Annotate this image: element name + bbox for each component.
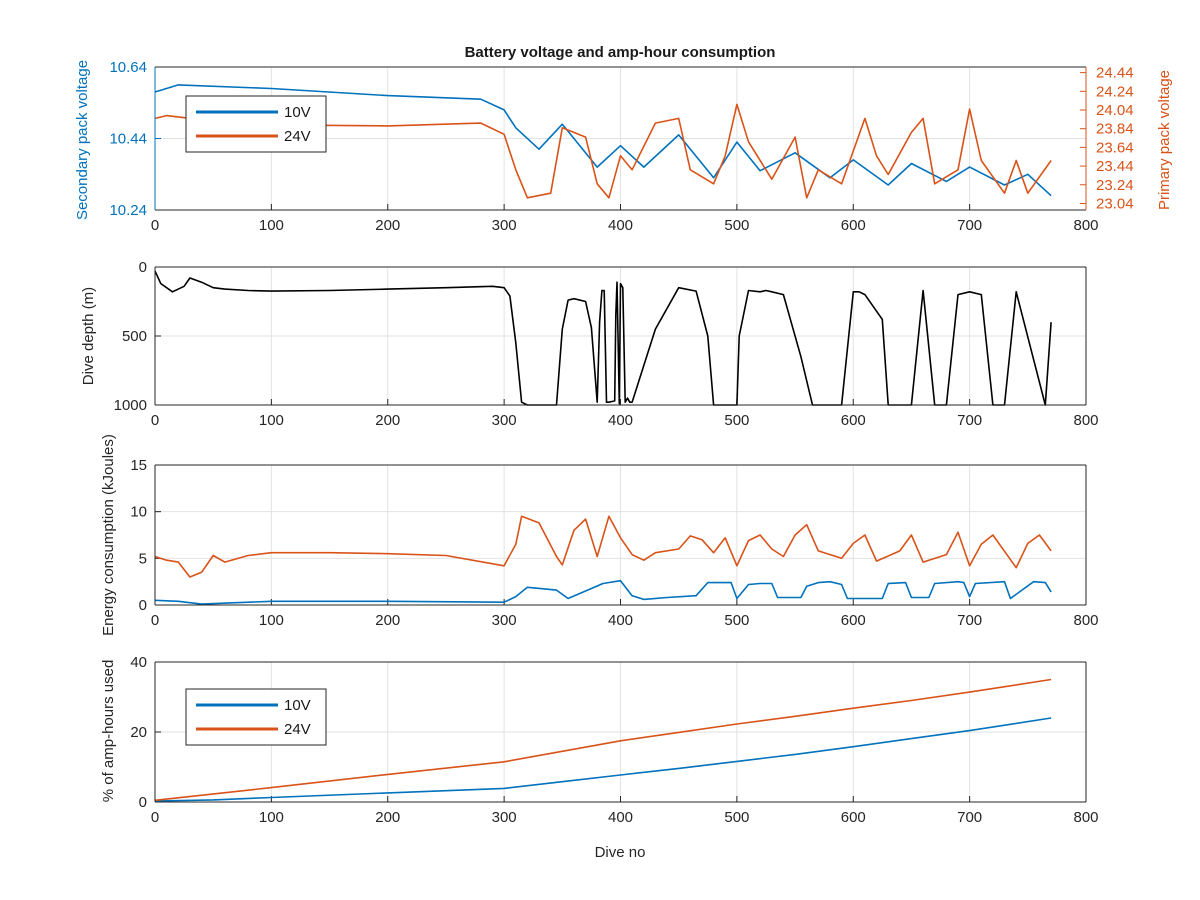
amp-hours-panel: 0 100 200 300 400 500 600 700 800 0 20 40 10V 24V — [130, 654, 1098, 826]
x-tick-label: 200 — [375, 217, 400, 234]
x-tick-label: 500 — [724, 217, 749, 234]
x-tick-label: 300 — [492, 217, 517, 234]
series-line-0 — [154, 270, 1052, 406]
x-tick-label: 100 — [259, 412, 284, 429]
x-tick-label: 200 — [375, 809, 400, 826]
x-tick-label: 200 — [375, 612, 400, 629]
x-tick-label: 300 — [492, 809, 517, 826]
y-right-tick-label: 24.24 — [1096, 83, 1134, 100]
series-line-0 — [154, 515, 1052, 578]
series-line-1 — [154, 103, 1052, 199]
energy-panel-ylabel: Energy consumption (kJoules) — [100, 434, 117, 636]
amp-hours-panel-ylabel: % of amp-hours used — [100, 660, 117, 803]
x-tick-label: 600 — [841, 412, 866, 429]
y-right-tick-label: 23.64 — [1096, 139, 1134, 156]
y-right-tick-label: 23.24 — [1096, 177, 1134, 194]
y-tick-label: 5 — [139, 550, 147, 567]
y-tick-label: 20 — [130, 724, 147, 741]
x-tick-label: 300 — [492, 612, 517, 629]
x-tick-label: 0 — [151, 217, 159, 234]
x-tick-label: 700 — [957, 412, 982, 429]
series-line-0 — [154, 84, 1052, 197]
series-line-1 — [154, 579, 1052, 605]
y-tick-label: 0 — [139, 794, 147, 811]
y-right-tick-label: 23.44 — [1096, 158, 1134, 175]
series-line-0 — [154, 717, 1052, 802]
depth-panel-ylabel: Dive depth (m) — [80, 287, 97, 385]
x-tick-label: 500 — [724, 809, 749, 826]
x-tick-label: 400 — [608, 412, 633, 429]
x-tick-label: 800 — [1073, 612, 1098, 629]
x-tick-label: 100 — [259, 612, 284, 629]
legend-box — [185, 95, 327, 153]
x-tick-label: 0 — [151, 809, 159, 826]
legend-label-24V: 24V — [284, 128, 311, 145]
chart-title: Battery voltage and amp-hour consumption — [465, 44, 776, 61]
y-tick-label: 15 — [130, 457, 147, 474]
x-tick-label: 800 — [1073, 412, 1098, 429]
x-tick-label: 100 — [259, 217, 284, 234]
x-tick-label: 0 — [151, 612, 159, 629]
x-tick-label: 500 — [724, 412, 749, 429]
y-tick-label: 40 — [130, 654, 147, 671]
y-tick-label: 10.44 — [109, 131, 147, 148]
series-line-1 — [154, 678, 1052, 802]
x-tick-label: 600 — [841, 612, 866, 629]
y-tick-label: 1000 — [114, 397, 147, 414]
x-tick-label: 600 — [841, 809, 866, 826]
energy-panel: 0 100 200 300 400 500 600 700 800 0 5 10 15 — [130, 457, 1098, 629]
y-tick-label: 10 — [130, 504, 147, 521]
y-tick-label: 500 — [122, 328, 147, 345]
y-tick-label: 0 — [139, 259, 147, 276]
y-tick-label: 10.24 — [109, 202, 147, 219]
x-tick-label: 700 — [957, 809, 982, 826]
legend-label-24V: 24V — [284, 721, 311, 738]
x-tick-label: 600 — [841, 217, 866, 234]
legend-label-10V: 10V — [284, 697, 311, 714]
x-tick-label: 300 — [492, 412, 517, 429]
x-tick-label: 400 — [608, 612, 633, 629]
x-tick-label: 400 — [608, 809, 633, 826]
x-tick-label: 200 — [375, 412, 400, 429]
amp-hours-panel-xlabel: Dive no — [595, 844, 646, 861]
x-tick-label: 800 — [1073, 809, 1098, 826]
legend-label-10V: 10V — [284, 104, 311, 121]
y-right-tick-label: 24.04 — [1096, 102, 1134, 119]
voltage-panel: 0 100 200 300 400 500 600 700 800 10.24 10.44 10.64… — [109, 59, 1133, 234]
x-tick-label: 700 — [957, 217, 982, 234]
voltage-panel-ylabel: Secondary pack voltage — [74, 60, 91, 220]
x-tick-label: 100 — [259, 809, 284, 826]
y-tick-label: 0 — [139, 597, 147, 614]
y-right-tick-label: 23.04 — [1096, 195, 1134, 212]
x-tick-label: 800 — [1073, 217, 1098, 234]
y-right-tick-label: 23.84 — [1096, 121, 1134, 138]
x-tick-label: 400 — [608, 217, 633, 234]
x-tick-label: 700 — [957, 612, 982, 629]
x-tick-label: 0 — [151, 412, 159, 429]
y-right-tick-label: 24.44 — [1096, 65, 1134, 82]
y-tick-label: 10.64 — [109, 59, 147, 76]
x-tick-label: 500 — [724, 612, 749, 629]
depth-panel: 0 100 200 300 400 500 600 700 800 0 500 1000 — [114, 259, 1099, 429]
voltage-panel-ylabel-right: Primary pack voltage — [1156, 70, 1173, 210]
legend-box — [185, 688, 327, 746]
